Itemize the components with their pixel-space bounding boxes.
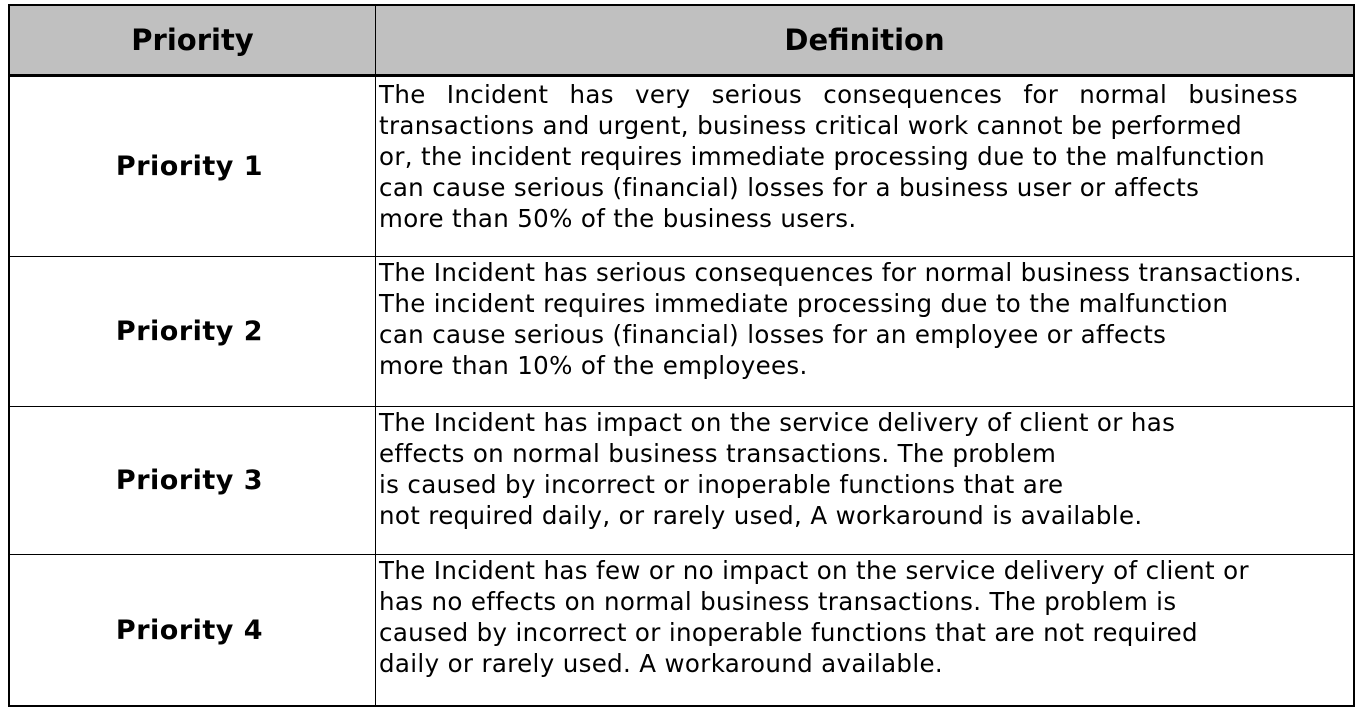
definition-cell: The Incident has few or no impact on the… — [376, 555, 1353, 705]
priority-cell: Priority 4 — [10, 555, 376, 705]
table-row: Priority 4 The Incident has few or no im… — [10, 554, 1353, 705]
definition-cell: The Incident has very serious consequenc… — [376, 77, 1353, 256]
definition-cell: The Incident has serious consequences fo… — [376, 257, 1353, 406]
definition-line: caused by incorrect or inoperable functi… — [379, 618, 1198, 647]
table-row: Priority 1 The Incident has very serious… — [10, 76, 1353, 256]
priority-cell: Priority 3 — [10, 407, 376, 554]
priority-label: Priority 1 — [115, 151, 264, 182]
priority-label: Priority 4 — [115, 614, 264, 646]
table-header-row: Priority Definition — [10, 6, 1353, 76]
definition-line: The Incident has serious consequences fo… — [379, 258, 1302, 287]
definition-line: effects on normal business transactions.… — [379, 439, 1057, 468]
definition-line: can cause serious (financial) losses for… — [379, 320, 1167, 349]
definition-line: is caused by incorrect or inoperable fun… — [379, 470, 1064, 499]
definition-line: more than 50% of the business users. — [379, 204, 857, 233]
priority-cell: Priority 2 — [10, 257, 376, 406]
definition-cell: The Incident has impact on the service d… — [376, 407, 1353, 554]
priority-cell: Priority 1 — [10, 77, 376, 256]
priority-label: Priority 3 — [115, 465, 264, 496]
definition-line: The Incident has few or no impact on the… — [379, 556, 1249, 585]
definition-line: not required daily, or rarely used, A wo… — [379, 501, 1143, 530]
definition-column-header: Definition — [784, 23, 945, 57]
priority-table: Priority Definition Priority 1 The Incid… — [8, 4, 1355, 707]
priority-label: Priority 2 — [115, 316, 264, 347]
table-row: Priority 3 The Incident has impact on th… — [10, 406, 1353, 554]
definition-line: The Incident has impact on the service d… — [379, 408, 1176, 437]
definition-line: daily or rarely used. A workaround avail… — [379, 649, 944, 678]
definition-line: has no effects on normal business transa… — [379, 587, 1177, 616]
definition-line: The Incident has very serious consequenc… — [379, 80, 1298, 109]
definition-line: The incident requires immediate processi… — [379, 289, 1229, 318]
definition-line: more than 10% of the employees. — [379, 351, 808, 380]
priority-column-header: Priority — [10, 6, 376, 74]
definition-line: can cause serious (financial) losses for… — [379, 173, 1200, 202]
definition-line: or, the incident requires immediate proc… — [379, 142, 1265, 171]
table-row: Priority 2 The Incident has serious cons… — [10, 256, 1353, 406]
definition-line: transactions and urgent, business critic… — [379, 111, 1243, 140]
